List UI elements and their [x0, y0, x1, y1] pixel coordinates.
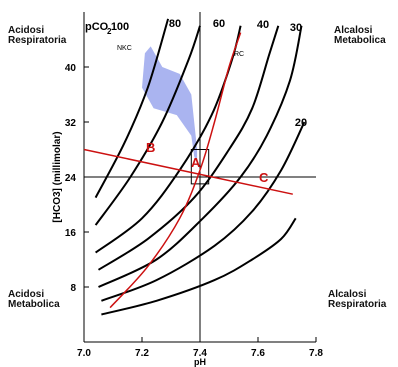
x-tick-label: 7.2: [135, 348, 149, 359]
x-tick-label: 7.0: [77, 348, 91, 359]
y-tick-label: 40: [65, 63, 77, 74]
label-acidosi-metabolica: Acidosi Metabolica: [8, 289, 60, 310]
isobar-label-80: 80: [169, 18, 181, 30]
isobar-50: [97, 25, 280, 271]
y-tick-label: 16: [65, 228, 77, 239]
isobar-label-20: 20: [295, 117, 307, 129]
isobar-label-40: 40: [257, 19, 269, 31]
label-b: B: [146, 140, 155, 155]
label-alcalosi-respiratoria: Alcalosi Respiratoria: [328, 289, 387, 310]
y-tick-label: 8: [70, 283, 76, 294]
isobar-100: [94, 18, 170, 199]
x-tick-label: 7.4: [193, 348, 207, 359]
label-c: C: [259, 170, 269, 185]
y-tick-label: 32: [65, 118, 77, 129]
isobar-60: [95, 25, 242, 254]
label-acidosi-respiratoria: Acidosi Respiratoria: [8, 25, 67, 46]
isobar-label-30: 30: [290, 22, 302, 34]
bc-line: [83, 148, 293, 195]
x-axis-title: pH: [194, 357, 206, 367]
rc-line: [109, 32, 242, 309]
rc-label: RC: [234, 51, 244, 58]
label-alcalosi-metabolica: Alcalosi Metabolica: [334, 25, 386, 46]
isobar-20: [101, 217, 297, 316]
zoom-box: [190, 149, 210, 185]
x-tick-label: 7.8: [309, 348, 323, 359]
isobar-30: [101, 121, 306, 302]
label-a: A: [191, 155, 201, 170]
nkc-label: NKC: [117, 45, 132, 52]
isobar-label-60: 60: [213, 18, 225, 30]
y-tick-label: 24: [65, 173, 77, 184]
x-tick-label: 7.6: [251, 348, 265, 359]
pco2-title: pCO: [85, 21, 109, 33]
pco2-subscript: 2: [107, 27, 112, 36]
isobar-80: [94, 25, 201, 226]
y-axis-title: [HCO3] (millimolar): [52, 131, 63, 222]
isobar-label-100: 100: [111, 21, 129, 33]
